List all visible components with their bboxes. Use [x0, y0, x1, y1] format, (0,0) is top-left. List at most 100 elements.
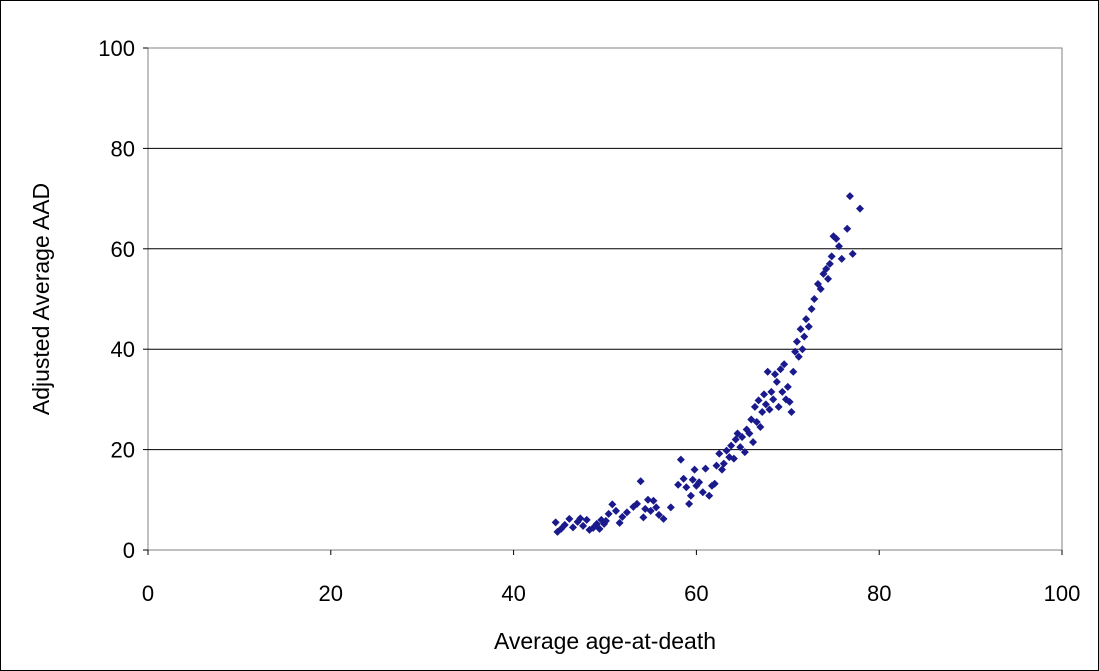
- data-point: [822, 264, 831, 273]
- data-point: [765, 405, 774, 414]
- data-point: [618, 512, 627, 521]
- data-point: [738, 433, 747, 442]
- data-point: [807, 305, 816, 314]
- data-point: [712, 461, 721, 470]
- data-point: [760, 390, 769, 399]
- data-point: [652, 503, 661, 512]
- data-point: [791, 347, 800, 356]
- data-point: [615, 518, 624, 527]
- data-point: [804, 322, 813, 331]
- data-point: [729, 454, 738, 463]
- data-point: [727, 441, 736, 450]
- data-point: [827, 252, 836, 261]
- x-tick-label: 40: [501, 581, 525, 606]
- data-point: [796, 325, 805, 334]
- data-point: [654, 510, 663, 519]
- data-point: [622, 508, 631, 517]
- data-point: [608, 500, 617, 509]
- data-point: [679, 474, 688, 483]
- data-point: [763, 367, 772, 376]
- data-point: [736, 443, 745, 452]
- data-point: [551, 518, 560, 527]
- data-point: [682, 483, 691, 492]
- data-point: [666, 503, 675, 512]
- data-point: [690, 465, 699, 474]
- data-point: [659, 514, 668, 523]
- y-tick-label: 20: [111, 438, 135, 463]
- data-point: [695, 478, 704, 487]
- data-point: [685, 499, 694, 508]
- data-point: [565, 514, 574, 523]
- data-point: [745, 429, 754, 438]
- gridlines: [148, 147, 1062, 451]
- y-axis-title: Adjusted Average AAD: [28, 183, 54, 415]
- data-point: [769, 395, 778, 404]
- data-point: [761, 400, 770, 409]
- data-point: [785, 397, 794, 406]
- x-tick-label: 0: [142, 581, 154, 606]
- y-tick-label: 0: [123, 538, 135, 563]
- data-point: [749, 438, 758, 447]
- data-point: [733, 429, 742, 438]
- data-point: [792, 337, 801, 346]
- x-tick-label: 100: [1044, 581, 1081, 606]
- data-point: [649, 496, 658, 505]
- data-point: [767, 387, 776, 396]
- data-point: [750, 402, 759, 411]
- data-point: [569, 523, 578, 532]
- data-point: [837, 254, 846, 263]
- data-point: [776, 365, 785, 374]
- data-point: [601, 516, 610, 525]
- x-tick-label: 60: [684, 581, 708, 606]
- data-point: [843, 224, 852, 233]
- data-point: [710, 479, 719, 488]
- data-point: [752, 417, 761, 426]
- data-point: [582, 515, 591, 524]
- data-point: [715, 449, 724, 458]
- plot-area: [147, 47, 1063, 551]
- data-point: [832, 234, 841, 243]
- data-point: [783, 382, 792, 391]
- data-point: [611, 506, 620, 515]
- data-points: [551, 192, 865, 536]
- data-point: [824, 274, 833, 283]
- data-point: [701, 464, 710, 473]
- data-point: [632, 499, 641, 508]
- data-point: [772, 377, 781, 386]
- data-point: [643, 495, 652, 504]
- y-tick-label: 80: [111, 136, 135, 161]
- data-point: [560, 520, 569, 529]
- data-point: [686, 491, 695, 500]
- data-point: [774, 402, 783, 411]
- data-point: [789, 367, 798, 376]
- data-point: [754, 396, 763, 405]
- data-point: [639, 513, 648, 522]
- data-point: [705, 491, 714, 500]
- data-point: [834, 242, 843, 251]
- y-tick-label: 100: [98, 36, 135, 61]
- data-point: [848, 249, 857, 258]
- data-point: [636, 477, 645, 486]
- data-point: [719, 459, 728, 468]
- data-point: [646, 506, 655, 515]
- data-point: [717, 465, 726, 474]
- data-point: [802, 315, 811, 324]
- data-point: [778, 387, 787, 396]
- data-point: [794, 352, 803, 361]
- data-point: [787, 407, 796, 416]
- data-point: [825, 259, 834, 268]
- data-point: [674, 480, 683, 489]
- data-point: [740, 448, 749, 457]
- data-point: [856, 204, 865, 213]
- data-point: [758, 407, 767, 416]
- data-point: [810, 295, 819, 303]
- data-point: [698, 488, 707, 497]
- data-point: [771, 370, 780, 379]
- x-tick-label: 80: [867, 581, 891, 606]
- tick-labels: 0 20 40 60 80 100 0 20 40 60 80 100: [98, 36, 1080, 606]
- data-point: [722, 446, 731, 455]
- data-point: [816, 284, 825, 293]
- x-axis-title: Average age-at-death: [494, 628, 716, 654]
- data-point: [604, 509, 613, 518]
